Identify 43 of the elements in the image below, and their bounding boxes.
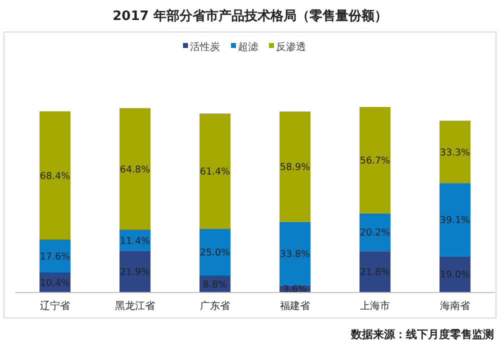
- data-label: 10.4%: [40, 278, 70, 289]
- data-label: 68.4%: [40, 170, 70, 182]
- x-tick-label: 海南省: [440, 300, 470, 312]
- x-tick-label: 福建省: [280, 300, 310, 312]
- data-label: 64.8%: [120, 164, 150, 176]
- legend-label: 超滤: [238, 41, 258, 53]
- data-label: 33.3%: [440, 147, 470, 158]
- chart-title: 2017 年部分省市产品技术格局（零售量份额）: [112, 8, 388, 24]
- bar: [200, 114, 230, 229]
- source-note: 数据来源：线下月度零售监测: [350, 328, 494, 341]
- legend-label: 活性炭: [190, 41, 220, 53]
- bar: [120, 250, 150, 292]
- bar: [360, 107, 390, 214]
- data-label: 11.4%: [120, 236, 150, 247]
- data-label: 25.0%: [200, 248, 230, 259]
- data-label: 19.0%: [440, 270, 470, 281]
- data-label: 21.9%: [120, 266, 150, 278]
- data-label: 58.9%: [280, 162, 310, 174]
- bar: [40, 111, 70, 240]
- bar: [440, 256, 470, 292]
- data-label: 20.2%: [360, 228, 390, 239]
- data-label: 3.6%: [282, 284, 308, 296]
- bar: [40, 240, 70, 273]
- data-label: 33.8%: [280, 249, 310, 260]
- bar: [440, 183, 470, 256]
- data-label: 61.4%: [200, 166, 230, 178]
- bar: [280, 222, 310, 286]
- bar: [200, 228, 230, 276]
- bar: [120, 108, 150, 230]
- data-label: 21.8%: [360, 267, 390, 278]
- data-label: 39.1%: [440, 215, 470, 226]
- data-label: 56.7%: [360, 156, 390, 167]
- x-tick-label: 广东省: [200, 300, 230, 312]
- legend-label: 反渗透: [276, 41, 306, 53]
- bar: [360, 251, 390, 292]
- bar: [440, 120, 470, 184]
- data-label: 8.8%: [202, 279, 228, 290]
- bar: [360, 213, 390, 252]
- x-tick-label: 上海市: [360, 300, 390, 312]
- data-label: 17.6%: [40, 252, 70, 263]
- x-tick-label: 黑龙江省: [115, 300, 155, 312]
- x-tick-label: 辽宁省: [40, 300, 70, 312]
- bar: [280, 112, 310, 222]
